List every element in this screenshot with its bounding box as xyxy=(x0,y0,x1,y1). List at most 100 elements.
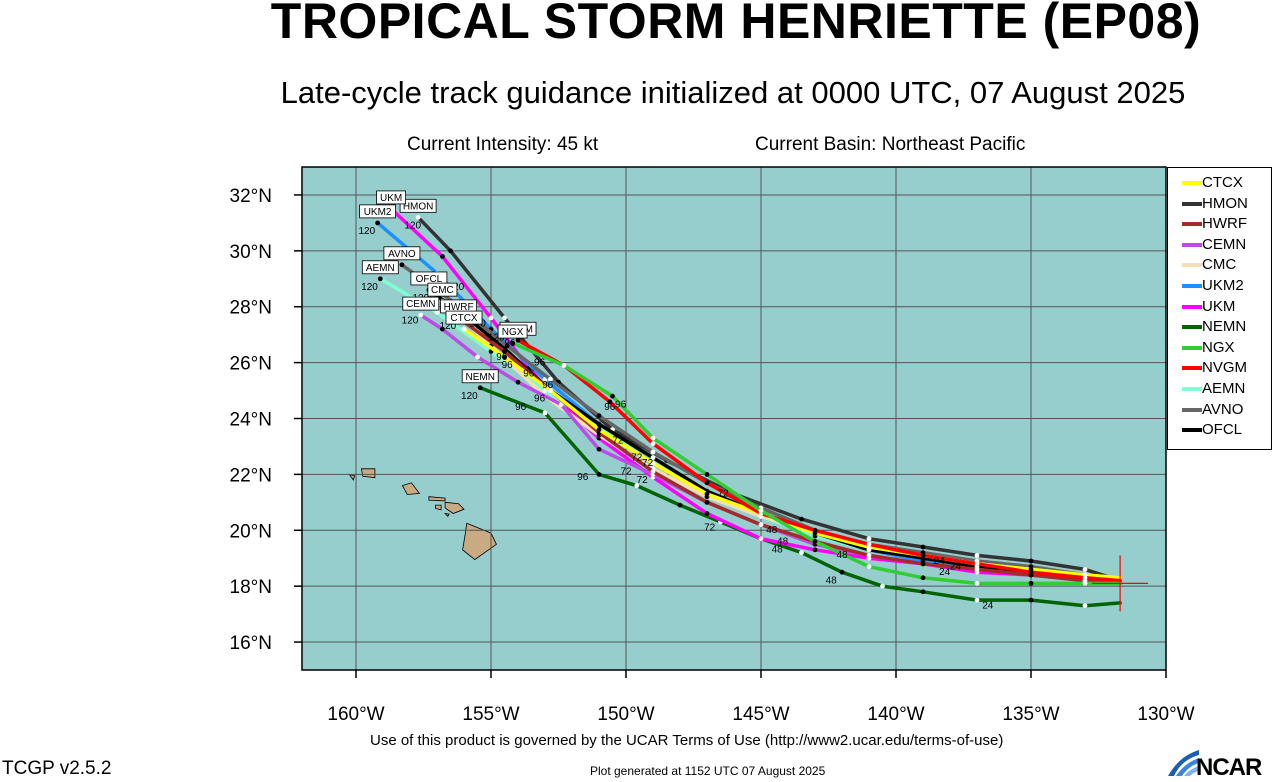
track-point xyxy=(607,399,613,405)
page-subtitle: Late-cycle track guidance initialized at… xyxy=(280,75,1186,110)
track-point xyxy=(502,349,507,354)
terms-of-use: Use of this product is governed by the U… xyxy=(370,732,1004,749)
generated-timestamp: Plot generated at 1152 UTC 07 August 202… xyxy=(590,764,826,778)
track-point xyxy=(704,480,710,486)
track-point xyxy=(610,393,615,399)
track-point xyxy=(510,340,515,346)
legend-label: UKM xyxy=(1202,297,1236,315)
track-name-box xyxy=(402,296,440,311)
track-point xyxy=(515,379,521,385)
track-point xyxy=(440,326,445,332)
forecast-hour-label: 48 xyxy=(766,525,778,536)
track-name-label: CMC xyxy=(431,285,454,296)
lat-tick-label: 18°N xyxy=(230,577,272,598)
track-name-label: NEMN xyxy=(465,372,494,383)
track-point xyxy=(415,214,421,220)
track-point xyxy=(920,561,926,567)
legend-swatch xyxy=(1182,407,1202,412)
track-point xyxy=(477,385,483,391)
forecast-hour-label: 120 xyxy=(404,220,421,231)
lat-tick-label: 28°N xyxy=(230,298,272,319)
forecast-hour-label: 24 xyxy=(982,601,994,612)
legend-label: CEMN xyxy=(1202,235,1247,253)
track-point xyxy=(448,248,453,254)
lat-tick-label: 22°N xyxy=(230,465,272,486)
forecast-hour-label: 120 xyxy=(439,321,456,332)
track-name-box xyxy=(427,282,458,297)
track-point xyxy=(548,388,553,393)
legend-item-ctcx: CTCX xyxy=(1168,174,1272,192)
legend-swatch xyxy=(1182,387,1202,391)
forecast-hour-label: 96 xyxy=(604,402,616,413)
track-point xyxy=(558,402,564,407)
lon-tick-label: 155°W xyxy=(462,704,519,725)
track-point xyxy=(704,471,710,477)
legend-label: HMON xyxy=(1202,194,1248,212)
track-point xyxy=(758,508,764,514)
legend-swatch xyxy=(1182,366,1202,371)
legend-item-nemn: NEMN xyxy=(1168,318,1272,336)
island-oahu xyxy=(401,482,421,495)
track-point xyxy=(704,491,710,497)
track-point xyxy=(974,597,980,603)
legend-label: NVGM xyxy=(1202,359,1247,377)
track-point xyxy=(1028,569,1034,575)
legend-item-nvgm: NVGM xyxy=(1168,359,1272,377)
island-kauai xyxy=(360,468,376,479)
ncar-logo-icon xyxy=(1168,750,1199,776)
track-point xyxy=(974,580,980,586)
track-name-label: HWRF xyxy=(444,302,474,313)
legend-item-aemn: AEMN xyxy=(1168,380,1272,398)
legend-swatch xyxy=(1182,325,1202,330)
lat-tick-label: 32°N xyxy=(230,186,272,207)
track-point xyxy=(704,499,710,505)
legend-item-ukm: UKM xyxy=(1168,298,1272,316)
track-point xyxy=(866,541,872,547)
lon-tick-label: 135°W xyxy=(1002,704,1059,725)
track-point xyxy=(1082,567,1088,572)
forecast-hour-label: 72 xyxy=(612,436,624,447)
forecast-hour-label: 120 xyxy=(361,282,378,293)
lat-tick-label: 20°N xyxy=(230,521,272,542)
track-point xyxy=(418,312,424,318)
track-name-box xyxy=(445,310,483,325)
model-legend: CTCX HMON HWRF CEMN CMC UKM2 UKM NEMN NGX NVGM AEM… xyxy=(1167,167,1272,450)
track-point xyxy=(542,410,548,416)
lon-tick-label: 130°W xyxy=(1137,704,1194,725)
track-point xyxy=(650,460,656,466)
legend-item-hmon: HMON xyxy=(1168,195,1272,213)
forecast-hour-label: 48 xyxy=(777,536,789,547)
legend-label: AVNO xyxy=(1202,400,1244,418)
forecast-hour-label: 96 xyxy=(542,380,554,391)
track-point xyxy=(866,553,872,558)
forecast-hour-label: 72 xyxy=(637,475,649,486)
track-point xyxy=(974,553,980,558)
track-point xyxy=(399,262,405,268)
track-point xyxy=(812,527,818,533)
legend-label: NEMN xyxy=(1202,318,1247,336)
track-point xyxy=(758,522,764,528)
track-point xyxy=(502,354,507,360)
legend-swatch xyxy=(1182,242,1202,247)
track-point xyxy=(974,567,980,572)
track-name-box xyxy=(383,246,421,261)
legend-label: CMC xyxy=(1202,256,1237,274)
track-point xyxy=(377,276,383,282)
legend-item-ukm2: UKM2 xyxy=(1168,277,1272,295)
track-point xyxy=(1082,603,1088,609)
forecast-hour-label: 120 xyxy=(461,391,478,402)
axis-ticks: 160°W 155°W 150°W 145°W 140°W 135°W 130°W 16°N 1… xyxy=(230,186,1195,725)
track-labels: 2448729612012012012096120961209612096969… xyxy=(358,190,994,612)
track-point xyxy=(650,469,656,474)
forecast-hour-label: 24 xyxy=(939,567,951,578)
forecast-hour-label: 96 xyxy=(496,352,508,363)
legend-item-cmc: CMC xyxy=(1168,256,1272,274)
track-point xyxy=(650,441,656,447)
forecast-hour-label: 72 xyxy=(631,452,643,463)
lon-tick-label: 160°W xyxy=(327,704,384,725)
forecast-hour-label: 120 xyxy=(488,332,505,343)
track-point xyxy=(650,455,656,461)
track-point xyxy=(974,561,980,567)
forecast-hour-label: 48 xyxy=(836,550,848,561)
track-point xyxy=(596,446,602,452)
